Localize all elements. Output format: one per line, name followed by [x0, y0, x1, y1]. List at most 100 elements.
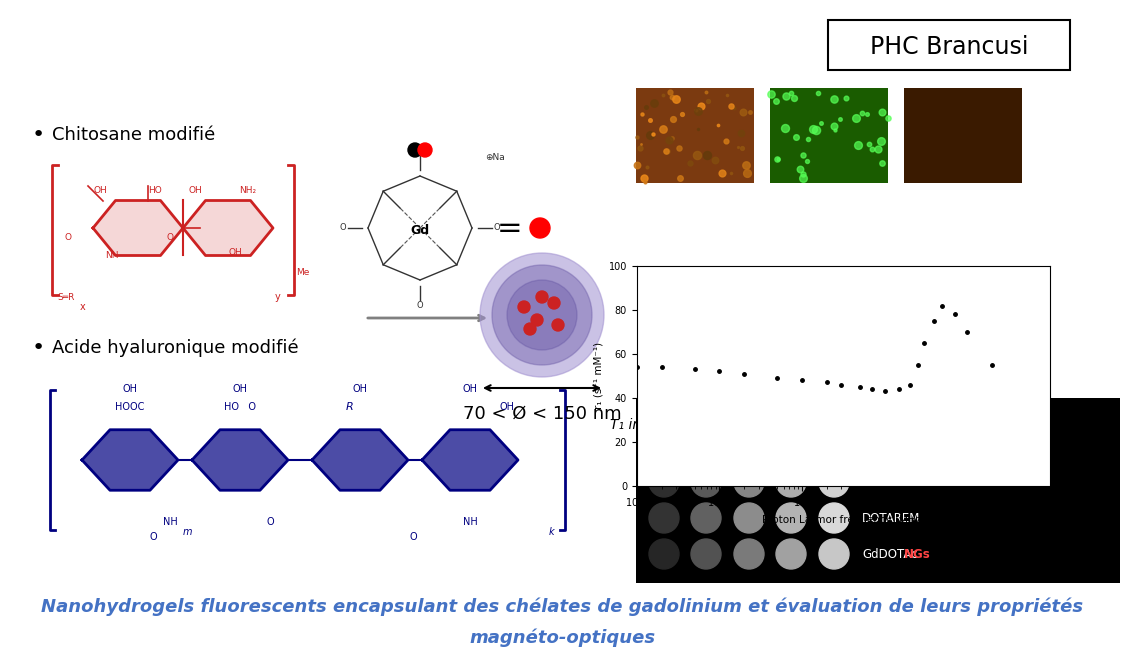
FancyBboxPatch shape [828, 20, 1070, 70]
Circle shape [531, 314, 544, 326]
Polygon shape [82, 429, 179, 490]
Circle shape [553, 319, 564, 331]
Circle shape [649, 467, 679, 497]
Text: T₁ images (3T): T₁ images (3T) [610, 418, 711, 432]
Text: Chitosane modifié: Chitosane modifié [52, 126, 216, 144]
Text: magnéto-optiques: magnéto-optiques [469, 628, 655, 647]
Text: R: R [346, 402, 354, 412]
Text: OH: OH [463, 384, 477, 394]
Text: HO   O: HO O [223, 402, 256, 412]
Text: •: • [31, 125, 45, 145]
Circle shape [734, 539, 764, 569]
Bar [636, 398, 1120, 583]
Text: O: O [494, 224, 501, 232]
Text: OH: OH [122, 384, 137, 394]
Text: NH₂: NH₂ [239, 186, 256, 195]
Circle shape [408, 143, 422, 157]
Text: x: x [80, 302, 85, 312]
Circle shape [506, 280, 577, 350]
Text: •: • [31, 338, 45, 358]
Text: Water: Water [862, 440, 897, 452]
Circle shape [819, 467, 849, 497]
Circle shape [819, 503, 849, 533]
Text: NH: NH [106, 251, 119, 260]
Text: OH: OH [93, 186, 107, 195]
Text: HO: HO [148, 186, 162, 195]
Bar [904, 88, 1022, 183]
Text: DOTAREM: DOTAREM [862, 511, 921, 525]
Text: OH: OH [500, 402, 515, 412]
Text: 0: 0 [660, 409, 668, 421]
Circle shape [734, 467, 764, 497]
Bar [770, 88, 888, 183]
Text: Nanohydrogels fluorescents encapsulant des chélates de gadolinium et évaluation : Nanohydrogels fluorescents encapsulant d… [40, 598, 1083, 616]
Circle shape [734, 503, 764, 533]
Text: 100: 100 [779, 409, 802, 421]
Text: Me: Me [296, 268, 309, 277]
Circle shape [524, 323, 536, 335]
Circle shape [734, 431, 764, 461]
Polygon shape [93, 200, 183, 255]
Circle shape [518, 301, 530, 313]
Circle shape [691, 467, 721, 497]
Text: PHC Brancusi: PHC Brancusi [869, 35, 1029, 59]
Circle shape [530, 218, 550, 238]
Circle shape [691, 503, 721, 533]
Text: O: O [64, 233, 72, 242]
Text: NH: NH [163, 517, 177, 527]
Circle shape [691, 431, 721, 461]
Circle shape [418, 143, 432, 157]
Circle shape [649, 503, 679, 533]
Text: 50: 50 [741, 409, 757, 421]
Y-axis label: r₁ (s⁻¹ mM⁻¹): r₁ (s⁻¹ mM⁻¹) [593, 342, 603, 409]
Circle shape [819, 539, 849, 569]
Text: y: y [275, 292, 281, 302]
Text: ⊕Na: ⊕Na [485, 153, 504, 162]
Text: GdDOTAc: GdDOTAc [862, 547, 917, 561]
Text: GdDOTAc: GdDOTAc [862, 476, 917, 488]
Text: O: O [266, 517, 274, 527]
Text: m: m [183, 527, 192, 537]
Circle shape [819, 431, 849, 461]
Circle shape [649, 539, 679, 569]
Text: =: = [497, 214, 523, 243]
Circle shape [776, 503, 806, 533]
Text: OH: OH [228, 248, 241, 257]
Circle shape [691, 539, 721, 569]
Text: 200: 200 [823, 409, 846, 421]
Text: S═R: S═R [57, 293, 74, 302]
Text: 70 < Ø < 150 nm: 70 < Ø < 150 nm [463, 405, 621, 423]
Circle shape [480, 253, 604, 377]
Text: k: k [549, 527, 555, 537]
Circle shape [649, 431, 679, 461]
Bar [636, 88, 754, 183]
Circle shape [776, 431, 806, 461]
X-axis label: Proton Larmor frequency (MHz): Proton Larmor frequency (MHz) [761, 515, 925, 525]
Circle shape [776, 467, 806, 497]
Polygon shape [312, 429, 408, 490]
Circle shape [548, 297, 560, 309]
Text: OH: OH [189, 186, 202, 195]
Text: O: O [166, 233, 173, 242]
Text: NGs: NGs [904, 476, 931, 488]
Text: NH: NH [463, 517, 477, 527]
Text: HOOC: HOOC [116, 402, 145, 412]
Polygon shape [192, 429, 287, 490]
Polygon shape [183, 200, 273, 255]
Text: OH: OH [353, 384, 367, 394]
Polygon shape [422, 429, 518, 490]
Text: O: O [150, 532, 157, 542]
Text: 25: 25 [699, 409, 713, 421]
Text: O: O [410, 532, 418, 542]
Text: O: O [417, 147, 423, 155]
Text: O: O [339, 224, 346, 232]
Text: NGs: NGs [904, 547, 931, 561]
Text: OH: OH [232, 384, 247, 394]
Circle shape [536, 291, 548, 303]
Text: O: O [417, 301, 423, 310]
Text: Gd: Gd [410, 224, 430, 237]
Circle shape [492, 265, 592, 365]
Circle shape [776, 539, 806, 569]
Text: → [Gd] μM: → [Gd] μM [862, 409, 923, 421]
Text: Acide hyaluronique modifié: Acide hyaluronique modifié [52, 339, 299, 357]
